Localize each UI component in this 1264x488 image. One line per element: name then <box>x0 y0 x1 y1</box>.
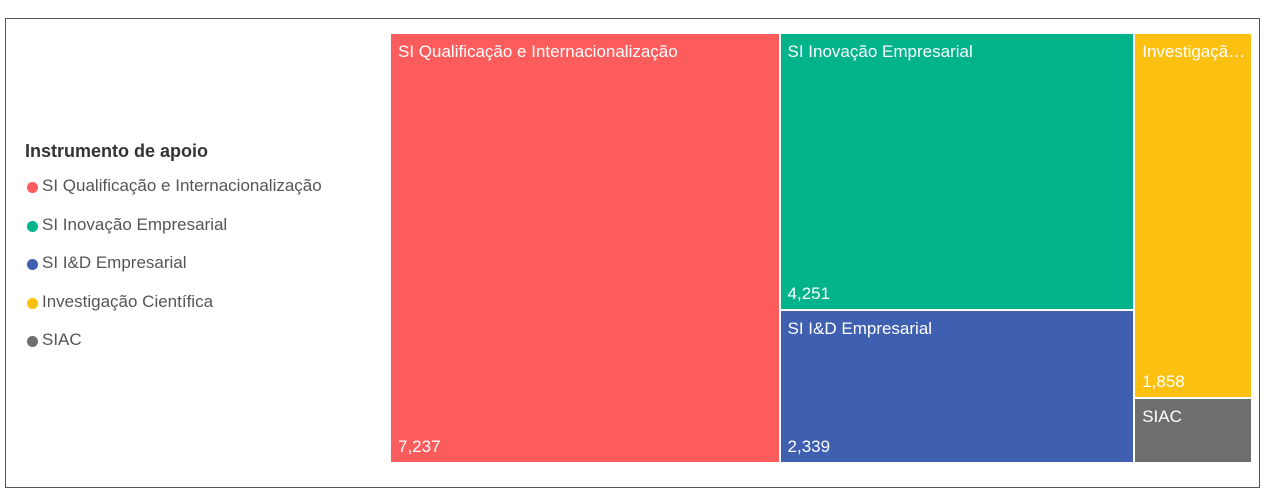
legend-label: SI I&D Empresarial <box>42 253 187 272</box>
legend-title: Instrumento de apoio <box>25 141 209 161</box>
tile-label: SI Qualificação e Internacionalização <box>398 42 678 61</box>
treemap-tile: SI Inovação Empresarial 4,251 <box>780 34 1134 310</box>
legend-item: Investigação Científica <box>25 291 380 315</box>
legend-marker <box>27 182 38 193</box>
treemap-tile: Investigação Científica 1,858 <box>1135 34 1251 398</box>
treemap-tile: SIAC <box>1135 399 1251 462</box>
tile-label: SI Inovação Empresarial <box>787 42 973 61</box>
treemap-tile: SI Qualificação e Internacionalização 7,2… <box>391 34 779 462</box>
legend-marker <box>27 336 38 347</box>
legend-label: SI Qualificação e Internacionalização <box>42 176 322 195</box>
legend-item: SI I&D Empresarial <box>25 252 380 276</box>
treemap-tile: SI I&D Empresarial 2,339 <box>780 311 1134 462</box>
legend-item: SIAC <box>25 329 380 353</box>
tile-value: 7,237 <box>398 437 441 456</box>
legend-marker <box>27 220 38 232</box>
legend-marker <box>27 259 38 270</box>
tile-value: 2,339 <box>787 436 831 456</box>
legend-label: SIAC <box>42 330 82 349</box>
tile-label: SI I&D Empresarial <box>787 319 933 339</box>
legend-label: SI Inovação Empresarial <box>42 214 228 234</box>
tile-value: 4,251 <box>787 284 831 304</box>
legend-item: SI Qualificação e Internacionalização <box>25 175 380 199</box>
legend-item: SI Inovação Empresarial <box>25 214 380 238</box>
legend-label: Investigação Científica <box>42 291 214 311</box>
legend-marker <box>27 297 38 309</box>
tile-value: 1,858 <box>1142 372 1185 392</box>
tile-label: Investigação Científica <box>1142 42 1246 61</box>
tile-label: SIAC <box>1142 407 1182 427</box>
